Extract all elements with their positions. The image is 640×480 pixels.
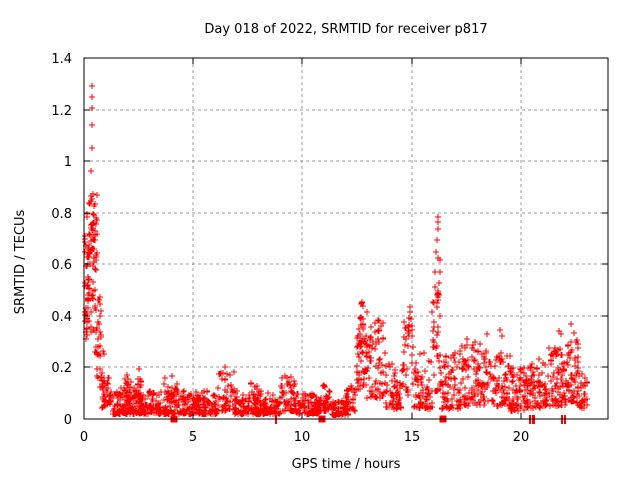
y-tick-label: 0.2 [51,361,72,376]
x-tick-label: 10 [294,430,311,445]
y-tick-label: 0.4 [51,310,72,325]
axis-ticks [83,57,608,420]
chart-title: Day 018 of 2022, SRMTID for receiver p81… [204,22,487,37]
y-axis-label: SRMTID / TECUs [13,210,28,315]
data-point-markers [82,83,590,418]
x-tick-label: 15 [404,430,421,445]
y-tick-label: 0 [64,413,72,428]
y-tick-label: 1.2 [51,104,72,119]
y-tick-label: 0.8 [51,207,72,222]
plot-border [83,57,609,420]
y-tick-label: 1.4 [51,52,72,67]
x-tick-label: 5 [189,430,197,445]
x-tick-label: 20 [513,430,530,445]
y-tick-label: 1 [64,155,72,170]
y-tick-label: 0.6 [51,258,72,273]
x-tick-label: 0 [80,430,88,445]
x-axis-label: GPS time / hours [292,457,401,472]
